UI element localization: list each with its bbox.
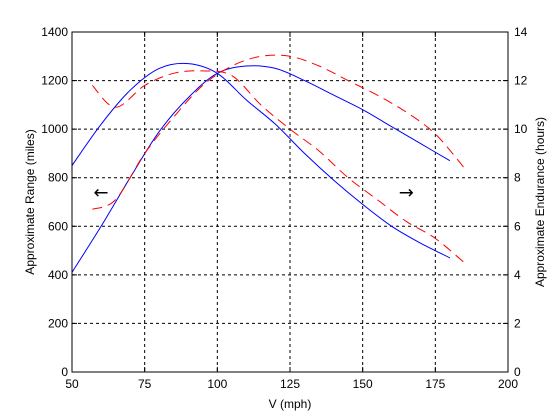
y2-tick-label: 0	[514, 365, 521, 379]
gridlines	[72, 32, 508, 372]
x-axis-label: V (mph)	[269, 397, 312, 411]
y-tick-label: 600	[48, 219, 68, 233]
y-tick-label: 800	[48, 171, 68, 185]
y-tick-label: 1000	[41, 122, 68, 136]
y-tick-label: 1400	[41, 25, 68, 39]
y2-tick-label: 4	[514, 268, 521, 282]
y-axis-label-left: Approximate Range (miles)	[23, 129, 37, 274]
y-axis-label-right: Approximate Endurance (hours)	[533, 117, 547, 287]
series-lines	[71, 54, 465, 273]
axis-ticks: 50 75 100 125 150 175 200020040060080010001200…	[41, 25, 527, 391]
x-tick-label: 50	[65, 377, 79, 391]
y2-tick-label: 8	[514, 171, 521, 185]
y-tick-label: 400	[48, 268, 68, 282]
x-tick-label: 100	[207, 377, 227, 391]
x-tick-label: 175	[425, 377, 445, 391]
annotations: ← →	[94, 182, 414, 203]
y2-tick-label: 14	[514, 25, 528, 39]
x-tick-label: 75	[138, 377, 152, 391]
left-arrow-annotation: ←	[94, 182, 109, 203]
x-tick-label: 125	[280, 377, 300, 391]
series-line-2	[71, 62, 451, 259]
y-tick-label: 1200	[41, 74, 68, 88]
y2-tick-label: 10	[514, 122, 528, 136]
series-line-3	[92, 54, 465, 210]
right-arrow-annotation: →	[399, 182, 414, 203]
series-line-4	[91, 70, 465, 264]
y-tick-label: 200	[48, 316, 68, 330]
x-tick-label: 150	[353, 377, 373, 391]
y2-tick-label: 2	[514, 316, 521, 330]
y2-tick-label: 12	[514, 74, 528, 88]
x-tick-label: 200	[498, 377, 518, 391]
y-tick-label: 0	[61, 365, 68, 379]
y2-tick-label: 6	[514, 219, 521, 233]
